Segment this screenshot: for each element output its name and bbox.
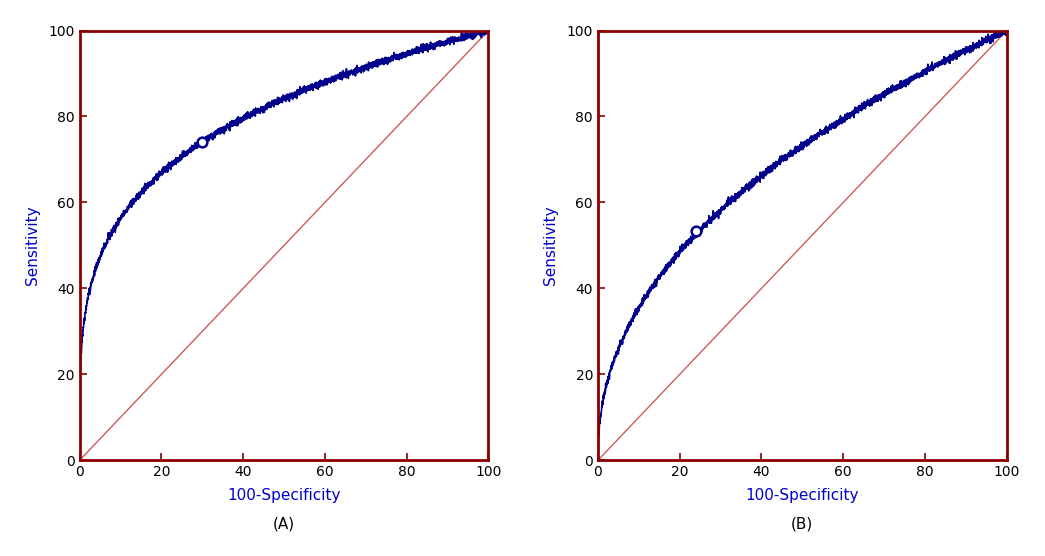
X-axis label: 100-Specificity: 100-Specificity (227, 488, 341, 503)
Y-axis label: Sensitivity: Sensitivity (543, 206, 558, 285)
Text: (A): (A) (273, 516, 295, 531)
X-axis label: 100-Specificity: 100-Specificity (746, 488, 859, 503)
Y-axis label: Sensitivity: Sensitivity (25, 206, 40, 285)
Text: (B): (B) (791, 516, 813, 531)
